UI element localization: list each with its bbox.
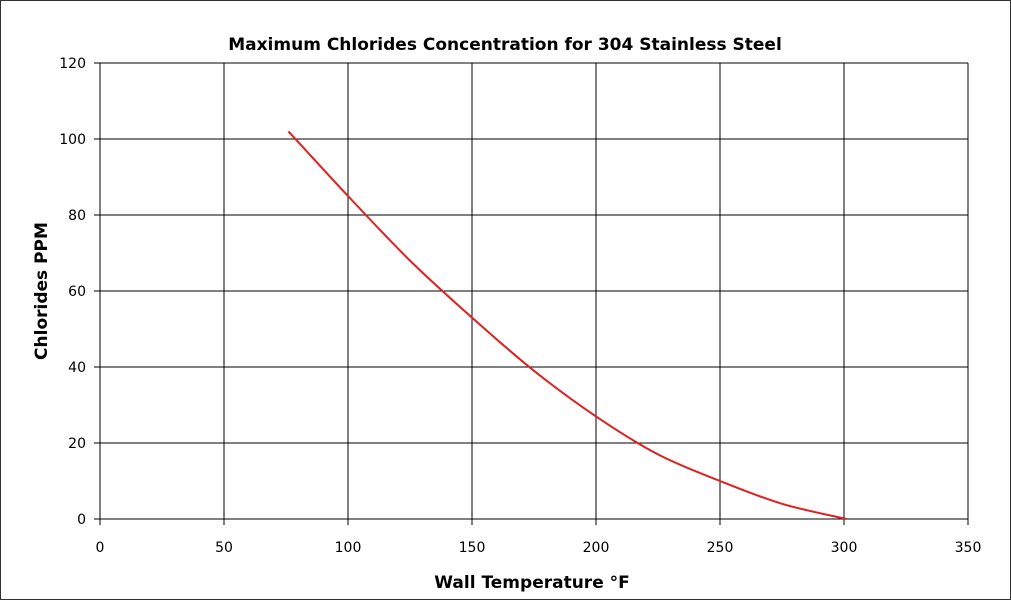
x-tick-label: 350 <box>955 540 982 556</box>
x-tick-label: 150 <box>459 540 486 556</box>
y-tick-label: 20 <box>68 436 86 452</box>
y-tick-label: 120 <box>59 56 86 72</box>
y-tick-label: 0 <box>77 512 86 528</box>
grid-lines <box>94 62 969 525</box>
y-tick-label: 60 <box>68 284 86 300</box>
chart-title: Maximum Chlorides Concentration for 304 … <box>228 35 782 55</box>
series-layer <box>287 130 847 520</box>
x-tick-label: 250 <box>707 540 734 556</box>
tick-labels: 0 50 100 150 200 250 300 350 0 20 40 60 80 100 120 <box>59 56 981 556</box>
x-tick-label: 200 <box>583 540 610 556</box>
x-tick-label: 100 <box>335 540 362 556</box>
y-tick-label: 100 <box>59 132 86 148</box>
y-axis-label: Chlorides PPM <box>32 222 52 360</box>
y-tick-label: 80 <box>68 208 86 224</box>
x-tick-label: 0 <box>96 540 105 556</box>
y-tick-label: 40 <box>68 360 86 376</box>
x-tick-label: 300 <box>831 540 858 556</box>
x-axis-label: Wall Temperature °F <box>434 573 630 593</box>
x-tick-label: 50 <box>215 540 233 556</box>
series-line <box>287 130 847 520</box>
